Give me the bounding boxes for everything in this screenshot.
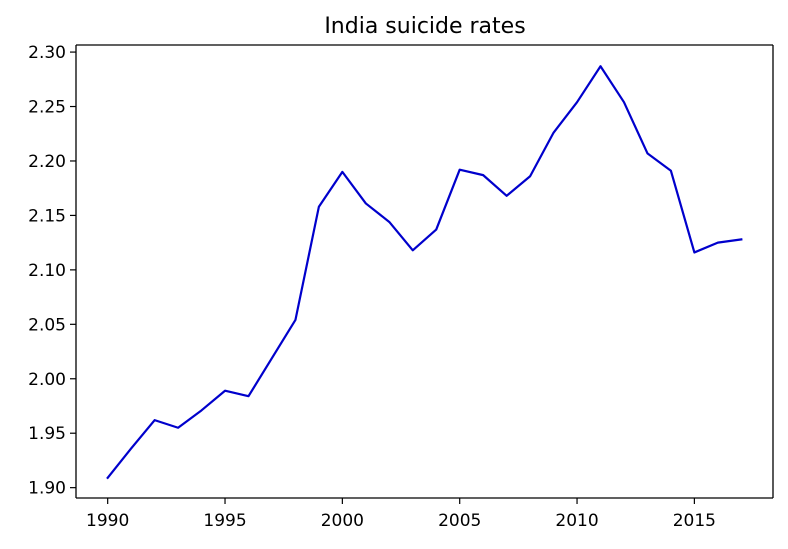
y-tick-label-2.30: 2.30 — [28, 43, 66, 63]
x-tick-label-1995: 1995 — [203, 511, 246, 531]
y-tick-label-2.10: 2.10 — [28, 261, 66, 281]
x-tick-label-1990: 1990 — [86, 511, 129, 531]
y-tick-label-2.05: 2.05 — [28, 315, 66, 335]
x-tick-label-2010: 2010 — [555, 511, 598, 531]
y-tick-label-2.20: 2.20 — [28, 152, 66, 172]
plot-area: 1990 1995 2000 2005 2010 2015 1.90 1.95 2.00 2.05… — [28, 43, 774, 531]
x-tick-label-2005: 2005 — [438, 511, 481, 531]
chart-title: India suicide rates — [324, 14, 525, 39]
y-tick-label-2.00: 2.00 — [28, 370, 66, 390]
x-tick-label-2015: 2015 — [673, 511, 716, 531]
y-tick-label-1.95: 1.95 — [28, 424, 66, 444]
y-tick-label-1.90: 1.90 — [28, 479, 66, 499]
series-line-0 — [106, 65, 743, 480]
x-tick-label-2000: 2000 — [321, 511, 364, 531]
y-tick-label-2.25: 2.25 — [28, 98, 66, 118]
y-tick-label-2.15: 2.15 — [28, 206, 66, 226]
